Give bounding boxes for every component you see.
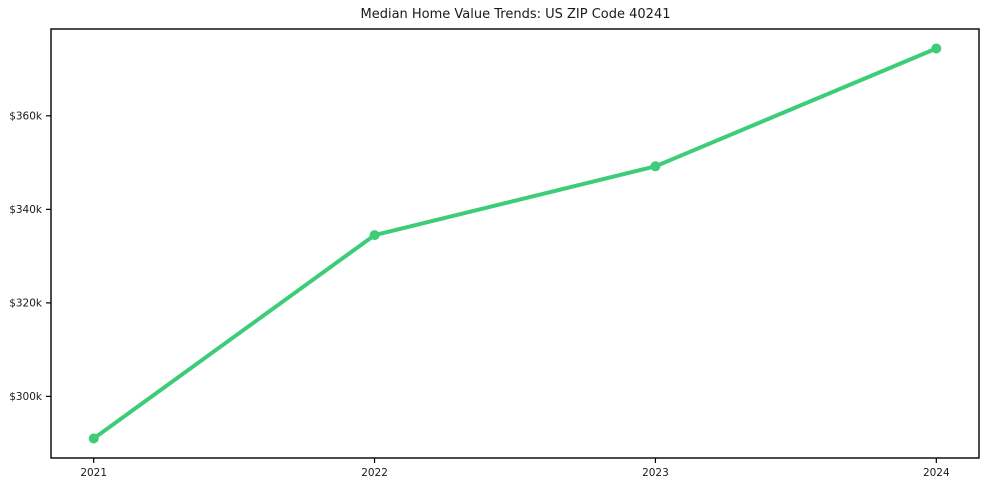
plot-border: [50, 28, 980, 459]
y-tick-label: $320k: [9, 297, 43, 309]
data-point-2024: [931, 43, 942, 54]
trend-line: [91, 46, 939, 441]
y-tick-label: $340k: [9, 204, 43, 216]
data-point-2021: [88, 433, 99, 444]
chart-title: Median Home Value Trends: US ZIP Code 40…: [360, 7, 671, 22]
y-tick-label: $360k: [9, 110, 43, 122]
data-point-2023: [650, 161, 661, 172]
x-tick-label: 2022: [361, 467, 388, 479]
x-tick-label: 2024: [923, 467, 950, 479]
plot-area: [51, 29, 979, 458]
data-point-2022: [369, 230, 380, 241]
y-tick-label: $300k: [9, 391, 43, 403]
x-tick-label: 2021: [80, 467, 107, 479]
x-tick-label: 2023: [642, 467, 669, 479]
